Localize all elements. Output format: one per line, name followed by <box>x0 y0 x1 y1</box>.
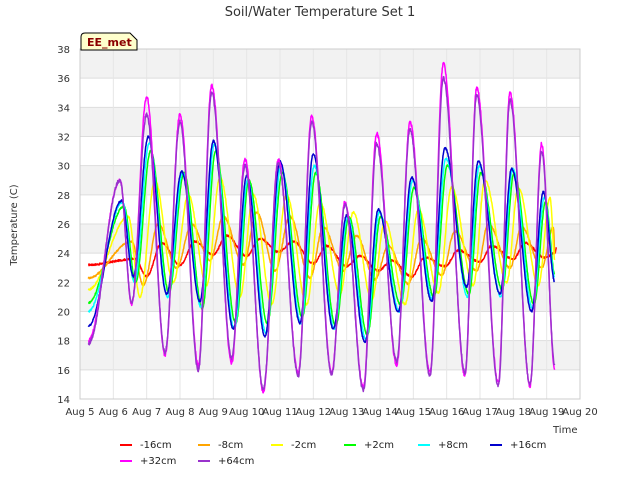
y-tick-label: 38 <box>57 45 70 56</box>
legend-label: +32cm <box>140 456 176 467</box>
y-tick-label: 18 <box>57 337 70 348</box>
chart-title: Soil/Water Temperature Set 1 <box>225 5 416 20</box>
y-axis-tick-labels: 14 16 18 20 22 24 26 28 30 32 34 36 38 <box>57 45 70 406</box>
badge-shape <box>80 32 138 51</box>
x-tick-label: Aug 16 <box>429 407 464 418</box>
background-band <box>80 136 580 166</box>
x-tick-label: Aug 10 <box>229 407 264 418</box>
legend-label: -8cm <box>218 440 243 451</box>
badge-label: EE_met <box>87 36 132 49</box>
legend-item: +16cm <box>490 440 546 451</box>
legend-label: +64cm <box>218 456 254 467</box>
legend-item: -2cm <box>271 440 316 451</box>
y-axis-label: Temperature (C) <box>9 184 20 266</box>
x-tick-label: Aug 8 <box>165 407 194 418</box>
x-tick-label: Aug 6 <box>99 407 128 418</box>
x-tick-label: Aug 14 <box>362 407 397 418</box>
legend-label: -16cm <box>140 440 172 451</box>
x-tick-label: Aug 18 <box>496 407 531 418</box>
series-line-+64cm <box>87 75 556 393</box>
x-tick-label: Aug 5 <box>65 407 94 418</box>
x-tick-label: Aug 20 <box>562 407 597 418</box>
background-band <box>80 107 580 137</box>
legend-label: +8cm <box>438 440 468 451</box>
legend-item: +8cm <box>418 440 468 451</box>
legend-item: +32cm <box>120 456 176 467</box>
x-tick-label: Aug 19 <box>529 407 564 418</box>
x-tick-label: Aug 15 <box>396 407 431 418</box>
legend-item: -16cm <box>120 440 172 451</box>
y-tick-label: 26 <box>57 220 70 231</box>
legend-label: -2cm <box>291 440 316 451</box>
x-tick-label: Aug 13 <box>329 407 364 418</box>
y-tick-label: 16 <box>57 366 70 377</box>
background-band <box>80 369 580 399</box>
legend-item: +2cm <box>344 440 394 451</box>
y-tick-label: 20 <box>57 308 70 319</box>
legend-label: +16cm <box>510 440 546 451</box>
x-tick-label: Aug 11 <box>262 407 297 418</box>
plot-area-frame <box>79 48 581 400</box>
y-tick-label: 32 <box>57 133 70 144</box>
legend-item: -8cm <box>198 440 243 451</box>
background-band <box>80 78 580 108</box>
legend-item: +64cm <box>198 456 254 467</box>
y-tick-label: 36 <box>57 74 70 85</box>
background-band <box>80 49 580 79</box>
y-tick-label: 34 <box>57 103 70 114</box>
legend: -16cm -8cm -2cm +2cm +8cm +16cm +32cm +64cm <box>120 440 546 467</box>
x-tick-label: Aug 9 <box>199 407 228 418</box>
y-tick-label: 30 <box>57 162 70 173</box>
legend-label: +2cm <box>364 440 394 451</box>
x-tick-label: Aug 12 <box>296 407 331 418</box>
y-tick-label: 28 <box>57 191 70 202</box>
series-lines <box>87 61 558 394</box>
series-line-+16cm <box>87 135 556 344</box>
badge: EE_met <box>80 32 138 51</box>
y-tick-label: 14 <box>57 395 70 406</box>
background-band <box>80 165 580 195</box>
x-tick-label: Aug 7 <box>132 407 161 418</box>
x-axis-label: Time <box>552 425 577 436</box>
y-tick-label: 22 <box>57 278 70 289</box>
x-tick-label: Aug 17 <box>462 407 497 418</box>
y-tick-label: 24 <box>57 249 70 260</box>
